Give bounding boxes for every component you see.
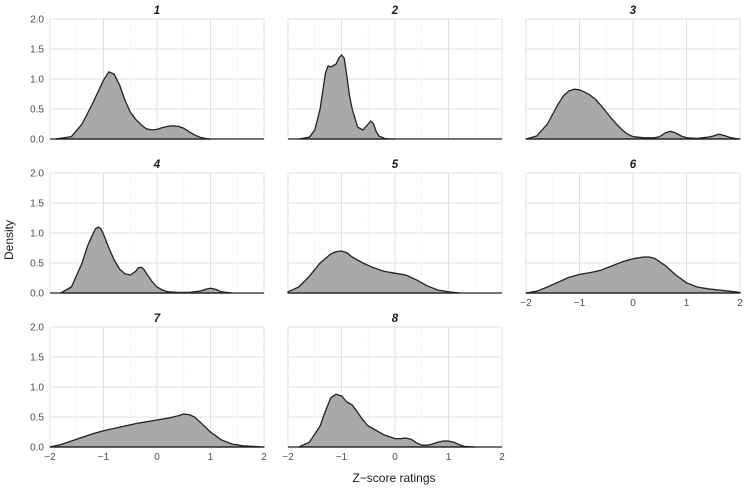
- y-tick-label: 2.0: [30, 323, 44, 334]
- x-tick-label: −1: [574, 298, 586, 309]
- facet-panel-2: 2: [287, 5, 503, 140]
- density-curve-6: [525, 256, 741, 294]
- y-tick-label: 2.0: [30, 169, 44, 180]
- panel-title: 4: [153, 159, 161, 171]
- y-tick-label: 0.0: [30, 289, 44, 300]
- x-tick-label: −1: [336, 452, 348, 463]
- facet-panel-8: 8 −2 −1 0 1 2: [282, 313, 505, 463]
- x-tick-label: 1: [446, 452, 452, 463]
- panel-title: 8: [392, 313, 399, 325]
- y-tick-label: 1.0: [30, 75, 44, 86]
- facet-panel-1: 1 0.0 0.5 1.0 1.5 2.0: [30, 5, 265, 146]
- panels-layer: 1 0.0 0.5 1.0 1.5 2.0 2 3 4 0.0 0.5 1.0 1.5 2.0 5 6 −2 −1…: [30, 5, 743, 463]
- x-tick-label: 1: [684, 298, 690, 309]
- facet-panel-3: 3: [525, 5, 741, 140]
- x-tick-label: 0: [154, 452, 160, 463]
- facet-panel-7: 7 0.0 0.5 1.0 1.5 2.0 −2 −1 0 1 2: [30, 313, 267, 463]
- y-tick-label: 0.5: [30, 413, 44, 424]
- y-tick-label: 1.5: [30, 45, 44, 56]
- x-tick-label: 2: [261, 452, 267, 463]
- density-curve-5: [287, 250, 460, 294]
- x-tick-label: 2: [737, 298, 743, 309]
- y-tick-label: 0.5: [30, 105, 44, 116]
- facet-panel-5: 5: [287, 159, 503, 294]
- y-tick-label: 0.5: [30, 259, 44, 270]
- panel-title: 2: [391, 5, 399, 17]
- density-curve-2: [298, 54, 396, 140]
- y-axis-title: Density: [2, 220, 16, 260]
- facet-panel-4: 4 0.0 0.5 1.0 1.5 2.0: [30, 159, 265, 300]
- y-tick-label: 1.5: [30, 353, 44, 364]
- x-tick-label: −2: [282, 452, 294, 463]
- density-curve-3: [525, 88, 741, 140]
- x-tick-label: −1: [98, 452, 110, 463]
- density-curve-4: [60, 226, 233, 294]
- x-tick-label: −2: [520, 298, 532, 309]
- x-tick-label: 0: [630, 298, 636, 309]
- x-tick-label: 1: [208, 452, 214, 463]
- density-curve-7: [49, 413, 265, 448]
- facet-panel-6: 6 −2 −1 0 1 2: [520, 159, 743, 309]
- x-tick-label: 2: [499, 452, 505, 463]
- x-axis-title: Z−score ratings: [352, 471, 435, 485]
- panel-title: 5: [392, 159, 399, 171]
- y-tick-label: 1.5: [30, 199, 44, 210]
- panel-title: 7: [154, 313, 161, 325]
- y-tick-label: 1.0: [30, 383, 44, 394]
- density-curve-1: [54, 71, 212, 140]
- x-tick-label: −2: [44, 452, 56, 463]
- y-tick-label: 0.0: [30, 135, 44, 146]
- panel-title: 6: [630, 159, 637, 171]
- y-tick-label: 2.0: [30, 15, 44, 26]
- x-tick-label: 0: [392, 452, 398, 463]
- y-tick-label: 1.0: [30, 229, 44, 240]
- panel-title: 3: [630, 5, 637, 17]
- panel-title: 1: [154, 5, 160, 17]
- density-curve-8: [298, 393, 476, 448]
- y-tick-label: 0.0: [30, 443, 44, 454]
